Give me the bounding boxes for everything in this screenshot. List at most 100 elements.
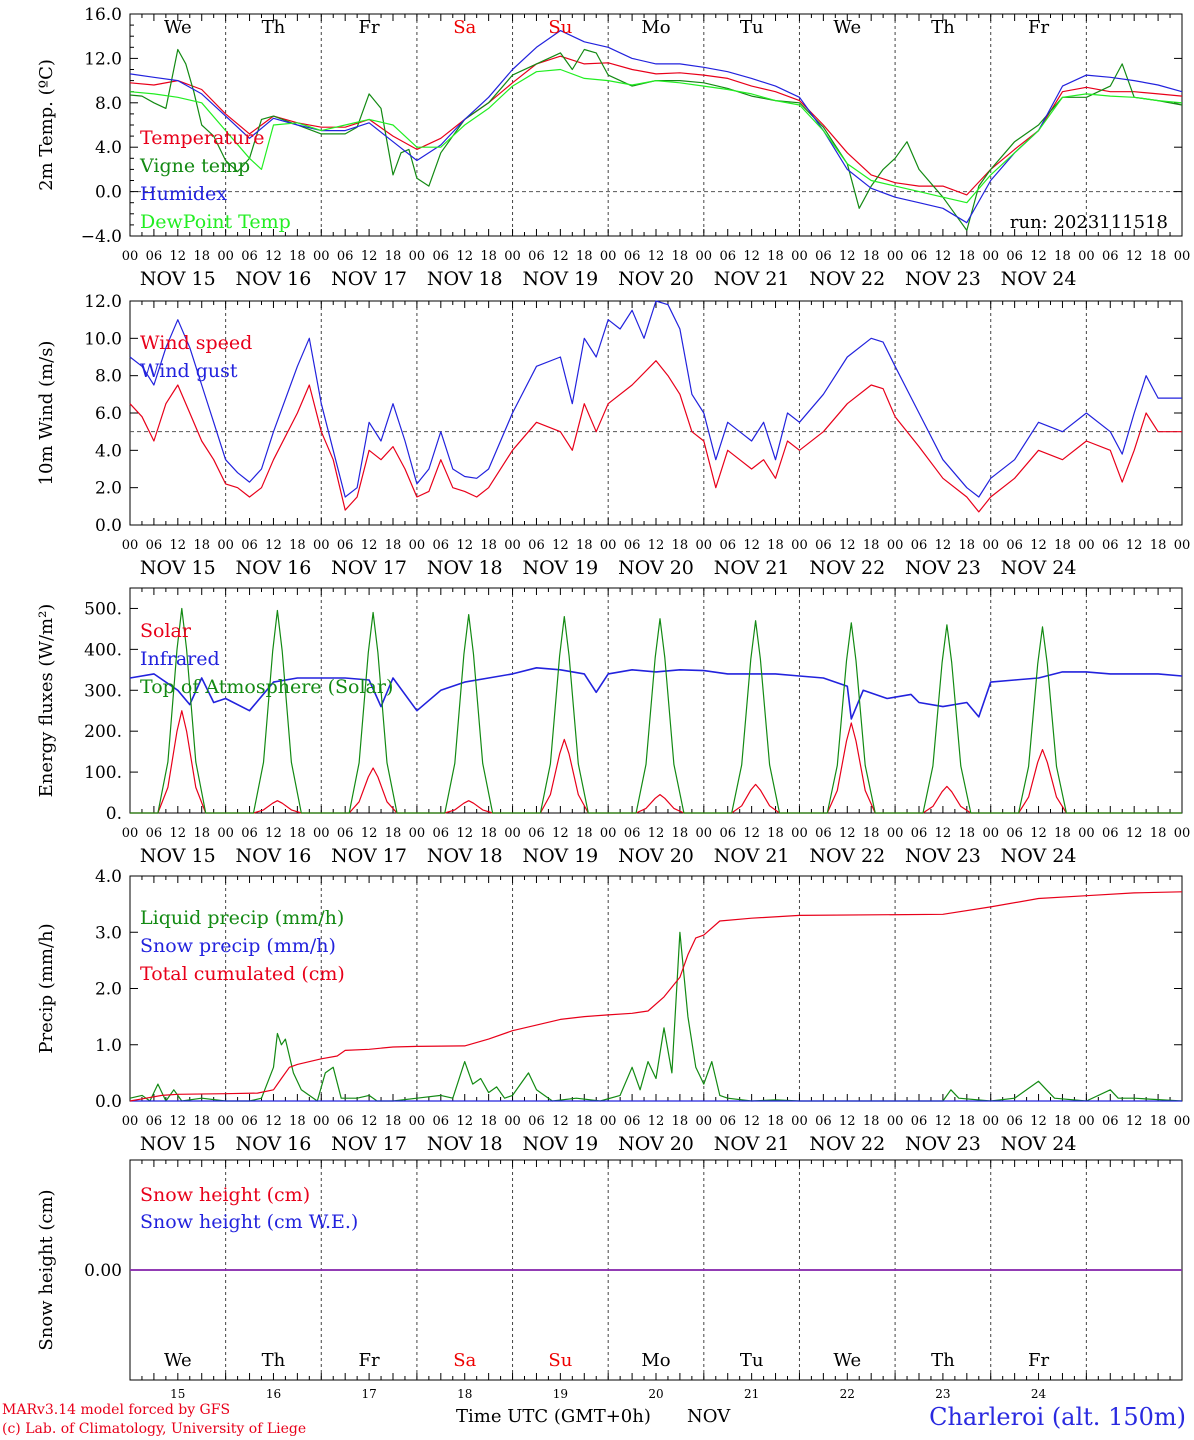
hour-label: 12 xyxy=(552,1114,569,1129)
hour-label: 12 xyxy=(648,249,665,264)
hour-label: 18 xyxy=(959,249,976,264)
hour-label: 06 xyxy=(528,826,545,841)
hour-label: 06 xyxy=(241,538,258,553)
legend-entry: Snow height (cm W.E.) xyxy=(140,1211,358,1233)
hour-label: 18 xyxy=(1150,826,1167,841)
hour-label: 18 xyxy=(672,538,689,553)
hour-label: 06 xyxy=(1102,538,1119,553)
series-line-darkgreen xyxy=(129,48,1183,231)
hour-label: 00 xyxy=(982,249,999,264)
hour-label: 18 xyxy=(672,249,689,264)
hour-label: 00 xyxy=(217,249,234,264)
hour-label: 12 xyxy=(839,538,856,553)
y-tick-label: 0.0 xyxy=(95,1092,122,1112)
legend-entry: Temperature xyxy=(140,127,264,149)
hour-label: 06 xyxy=(815,826,832,841)
hour-label: 18 xyxy=(193,1114,210,1129)
hour-label: 00 xyxy=(504,826,521,841)
hour-label: 12 xyxy=(456,249,473,264)
hour-label: 00 xyxy=(409,249,426,264)
hour-label: 06 xyxy=(1006,538,1023,553)
hour-label: 18 xyxy=(576,249,593,264)
y-tick-label: 12.0 xyxy=(84,292,122,312)
series-line-darkgreen xyxy=(130,607,1182,814)
y-axis-label: 10m Wind (m/s) xyxy=(36,341,57,486)
day-number-label: 21 xyxy=(744,1387,759,1401)
hour-label: 18 xyxy=(289,1114,306,1129)
date-label: NOV 23 xyxy=(905,1133,981,1155)
panel-snow: 0.00 Snow height (cm) Snow height (cm) Snow… xyxy=(36,1159,1183,1401)
hour-label: 00 xyxy=(791,249,808,264)
date-label: NOV 22 xyxy=(809,1133,885,1155)
hour-label: 06 xyxy=(1102,826,1119,841)
date-label: NOV 17 xyxy=(331,845,407,867)
day-number-label: 15 xyxy=(170,1387,185,1401)
day-number-label: 22 xyxy=(840,1387,855,1401)
legend-entry: Wind speed xyxy=(140,332,252,354)
legend-entry: Vigne temp xyxy=(139,155,250,177)
date-label: NOV 16 xyxy=(236,1133,312,1155)
date-label: NOV 18 xyxy=(427,268,503,290)
panel-frame xyxy=(129,300,1183,526)
hour-label: 06 xyxy=(719,1114,736,1129)
series-line-lightgreen xyxy=(129,68,1183,204)
hour-label: 00 xyxy=(1174,538,1191,553)
weekday-label: Th xyxy=(262,1350,286,1371)
date-label: NOV 22 xyxy=(809,268,885,290)
hour-label: 12 xyxy=(265,1114,282,1129)
legend-entry: Top of Atmosphere (Solar) xyxy=(140,676,393,698)
hour-label: 06 xyxy=(337,538,354,553)
weekday-label: Fr xyxy=(359,1350,380,1371)
hour-label: 18 xyxy=(959,1114,976,1129)
hour-label: 06 xyxy=(241,249,258,264)
hour-label: 00 xyxy=(1174,249,1191,264)
hour-label: 18 xyxy=(767,1114,784,1129)
date-label: NOV 19 xyxy=(522,268,598,290)
hour-label: 18 xyxy=(480,249,497,264)
hour-label: 06 xyxy=(337,249,354,264)
hour-label: 18 xyxy=(193,249,210,264)
hour-label: 00 xyxy=(409,826,426,841)
date-label: NOV 20 xyxy=(618,557,694,579)
hour-label: 18 xyxy=(1150,249,1167,264)
hour-label: 18 xyxy=(863,1114,880,1129)
hour-label: 00 xyxy=(982,538,999,553)
x-axis-month: NOV xyxy=(687,1406,731,1427)
date-label: NOV 15 xyxy=(140,845,216,867)
hour-label: 00 xyxy=(313,1114,330,1129)
hour-label: 12 xyxy=(456,538,473,553)
hour-label: 06 xyxy=(815,538,832,553)
hour-label: 00 xyxy=(1078,826,1095,841)
weekday-label: We xyxy=(164,1350,192,1371)
panel-energy: 0. 100. 200. 300. 400. 500. Energy fluxes (W/m… xyxy=(36,587,1191,867)
hour-label: 06 xyxy=(624,538,641,553)
day-number-label: 16 xyxy=(266,1387,281,1401)
hour-label: 06 xyxy=(146,826,163,841)
hour-label: 00 xyxy=(1174,1114,1191,1129)
date-label: NOV 21 xyxy=(714,845,790,867)
hour-label: 06 xyxy=(815,249,832,264)
day-number-label: 20 xyxy=(648,1387,663,1401)
legend-entry: Liquid precip (mm/h) xyxy=(140,907,344,929)
date-label: NOV 22 xyxy=(809,557,885,579)
weekday-label: Th xyxy=(931,1350,955,1371)
hour-label: 12 xyxy=(552,538,569,553)
hour-label: 00 xyxy=(1174,826,1191,841)
hour-label: 00 xyxy=(409,538,426,553)
hour-label: 12 xyxy=(1126,249,1143,264)
hour-label: 18 xyxy=(959,538,976,553)
hour-label: 00 xyxy=(791,538,808,553)
hour-label: 18 xyxy=(193,538,210,553)
hour-label: 12 xyxy=(648,826,665,841)
date-label: NOV 17 xyxy=(331,1133,407,1155)
hour-label: 18 xyxy=(767,826,784,841)
hour-label: 06 xyxy=(146,1114,163,1129)
panel-temp: −4.0 0.0 4.0 8.0 12.0 16.0 2m Temp. (ºC) Temper… xyxy=(36,5,1190,290)
hour-label: 06 xyxy=(528,249,545,264)
hour-label: 00 xyxy=(313,249,330,264)
y-tick-label: 0.00 xyxy=(84,1261,122,1281)
hour-label: 06 xyxy=(719,826,736,841)
weekday-label: Su xyxy=(548,17,572,38)
day-number-label: 17 xyxy=(361,1387,376,1401)
hour-label: 00 xyxy=(887,1114,904,1129)
